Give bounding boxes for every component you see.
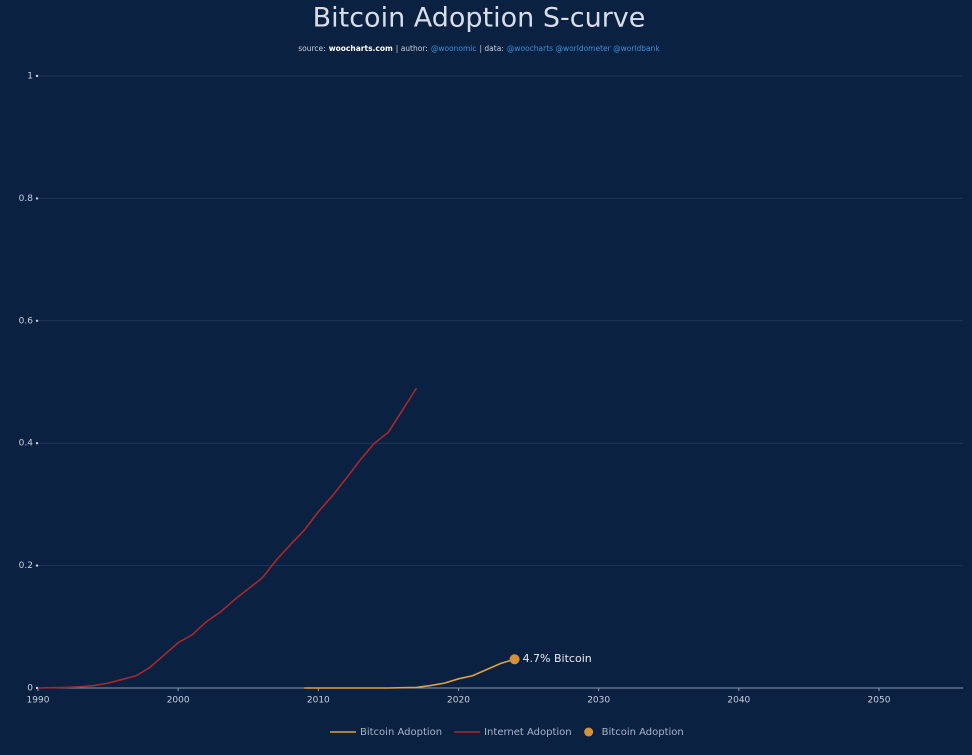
subtitle-part: | data: bbox=[480, 44, 504, 53]
legend-label: Bitcoin Adoption bbox=[602, 727, 684, 738]
subtitle-part: @woonomic bbox=[431, 44, 477, 53]
x-tick-label: 2010 bbox=[307, 696, 330, 706]
x-tick-label: 2030 bbox=[587, 696, 610, 706]
data-label: 4.7% Bitcoin bbox=[523, 652, 592, 665]
legend-label: Internet Adoption bbox=[484, 727, 572, 738]
y-tick-mark bbox=[35, 74, 39, 78]
subtitle-part: woocharts.com bbox=[329, 44, 393, 53]
x-tick-label: 2020 bbox=[447, 696, 470, 706]
x-tick-label: 2050 bbox=[868, 696, 891, 706]
y-tick-label: 0.6 bbox=[19, 316, 34, 326]
legend-symbol bbox=[584, 727, 594, 737]
x-tick-label: 1990 bbox=[27, 696, 50, 706]
y-tick-label: 0.4 bbox=[19, 439, 34, 449]
x-tick-label: 2000 bbox=[167, 696, 190, 706]
data-line bbox=[37, 387, 418, 689]
chart-title: Bitcoin Adoption S-curve bbox=[313, 3, 646, 34]
subtitle-part: | author: bbox=[396, 44, 428, 53]
x-tick-label: 2040 bbox=[727, 696, 750, 706]
y-tick-mark bbox=[35, 442, 39, 445]
y-tick-label: 1 bbox=[27, 72, 33, 82]
y-tick-label: 0.8 bbox=[19, 194, 34, 204]
y-tick-label: 0.2 bbox=[19, 561, 33, 571]
subtitle-part: @woocharts @worldometer @worldbank bbox=[507, 44, 661, 53]
y-tick-mark bbox=[35, 564, 39, 567]
chart-subtitle: source: woocharts.com | author: @woonomic | … bbox=[298, 44, 660, 53]
subtitle-part: source: bbox=[298, 44, 325, 53]
data-marker bbox=[509, 654, 520, 665]
y-tick-mark bbox=[35, 197, 39, 200]
y-tick-mark bbox=[35, 319, 39, 322]
y-tick-label: 0 bbox=[27, 684, 33, 694]
legend-label: Bitcoin Adoption bbox=[360, 727, 442, 738]
data-line bbox=[304, 658, 515, 689]
